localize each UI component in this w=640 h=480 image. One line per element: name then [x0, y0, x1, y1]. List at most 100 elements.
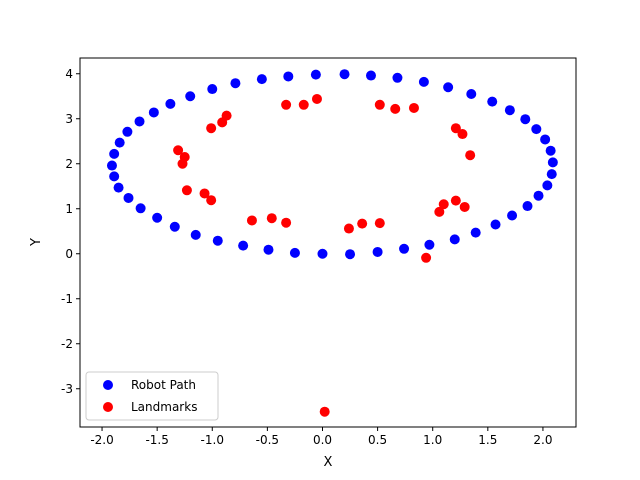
robot-path-point: [418, 76, 429, 87]
x-tick-label: 0.0: [313, 433, 332, 447]
x-tick-label: -1.0: [201, 433, 224, 447]
robot-path-point: [185, 91, 196, 102]
robot-path-point: [310, 69, 321, 80]
plot-frame: [79, 57, 577, 428]
y-tick-label: -3: [61, 382, 73, 396]
landmarks-point: [421, 252, 432, 263]
landmarks-point: [390, 103, 401, 114]
landmarks-point: [199, 188, 210, 199]
robot-path-point: [190, 229, 201, 240]
points-layer: [106, 69, 558, 417]
y-axis-label: Y: [29, 238, 44, 247]
robot-path-point: [392, 72, 403, 83]
robot-path-point: [345, 249, 356, 260]
robot-path-point: [169, 221, 180, 232]
landmarks-point: [281, 217, 292, 228]
robot-path-point: [114, 137, 125, 148]
robot-path-point: [289, 247, 300, 258]
robot-path-point: [487, 96, 498, 107]
robot-path-point: [546, 169, 557, 180]
robot-path-point: [109, 171, 120, 182]
robot-path-point: [470, 227, 481, 238]
landmarks-point: [465, 150, 476, 161]
landmarks-point: [450, 195, 461, 206]
robot-path-point: [449, 234, 460, 245]
robot-path-point: [113, 182, 124, 193]
landmarks-point: [343, 223, 354, 234]
landmarks-point: [374, 99, 385, 110]
landmarks-point: [206, 195, 217, 206]
landmarks-point: [298, 99, 309, 110]
robot-path-point: [424, 239, 435, 250]
legend-frame: [85, 371, 219, 421]
x-axis: -2.0 -1.5 -1.0 -0.5 0.0 0.5 1.0 1.5 2.0: [90, 427, 552, 447]
robot-path-point: [106, 160, 117, 171]
y-axis: -3 -2 -1 0 1 2 3 4: [61, 67, 80, 396]
landmarks-point: [221, 110, 232, 121]
robot-path-point: [365, 70, 376, 81]
y-tick-label: -2: [61, 337, 73, 351]
landmarks-point: [319, 406, 330, 417]
robot-path-point: [238, 240, 249, 251]
landmarks-point: [434, 206, 445, 217]
legend-marker-landmarks: [103, 402, 113, 412]
landmarks-point: [181, 185, 192, 196]
robot-path-point: [283, 71, 294, 82]
robot-path-point: [520, 114, 531, 125]
y-tick-label: 2: [65, 157, 73, 171]
landmarks-point: [311, 93, 322, 104]
robot-path-point: [490, 219, 501, 230]
landmarks-point: [374, 218, 385, 229]
robot-path-point: [152, 212, 163, 223]
robot-path-point: [134, 116, 145, 127]
robot-path-point: [443, 82, 454, 93]
x-tick-label: -2.0: [90, 433, 113, 447]
robot-path-point: [207, 84, 218, 95]
robot-path-point: [263, 244, 274, 255]
robot-path-point: [507, 210, 518, 221]
landmarks-point: [459, 201, 470, 212]
y-tick-label: 3: [65, 112, 73, 126]
landmarks-point: [266, 213, 277, 224]
robot-path-point: [547, 157, 558, 168]
robot-path-point: [123, 192, 134, 203]
robot-path-point: [372, 246, 383, 257]
robot-path-point: [148, 107, 159, 118]
landmarks-point: [408, 102, 419, 113]
x-tick-label: 0.5: [368, 433, 387, 447]
robot-path-point: [399, 243, 410, 254]
robot-path-point: [212, 235, 223, 246]
landmarks-point: [173, 145, 184, 156]
x-tick-label: 1.5: [478, 433, 497, 447]
x-tick-label: -0.5: [256, 433, 279, 447]
landmarks-point: [177, 158, 188, 169]
x-tick-label: 2.0: [533, 433, 552, 447]
robot-path-point: [256, 74, 267, 85]
robot-path-point: [545, 145, 556, 156]
robot-path-point: [109, 148, 120, 159]
landmarks-point: [457, 129, 468, 140]
landmarks-point: [206, 123, 217, 134]
landmarks-point: [450, 123, 461, 134]
robot-path-point: [504, 105, 515, 116]
robot-path-point: [165, 98, 176, 109]
robot-path-point: [522, 201, 533, 212]
legend-label-robot-path: Robot Path: [131, 378, 196, 392]
landmarks-point: [246, 215, 257, 226]
landmarks-point: [281, 99, 292, 110]
robot-path-point: [122, 126, 133, 137]
robot-path-point: [230, 78, 241, 89]
x-tick-label: 1.0: [423, 433, 442, 447]
y-tick-label: 4: [65, 67, 73, 81]
x-axis-label: X: [324, 455, 333, 470]
robot-path-point: [531, 124, 542, 135]
robot-path-point: [533, 190, 544, 201]
y-tick-label: 1: [65, 202, 73, 216]
y-tick-label: 0: [65, 247, 73, 261]
landmarks-point: [438, 199, 449, 210]
robot-path-point: [542, 180, 553, 191]
legend-label-landmarks: Landmarks: [131, 400, 197, 414]
robot-path-point: [317, 248, 328, 259]
robot-path-point: [466, 89, 477, 99]
